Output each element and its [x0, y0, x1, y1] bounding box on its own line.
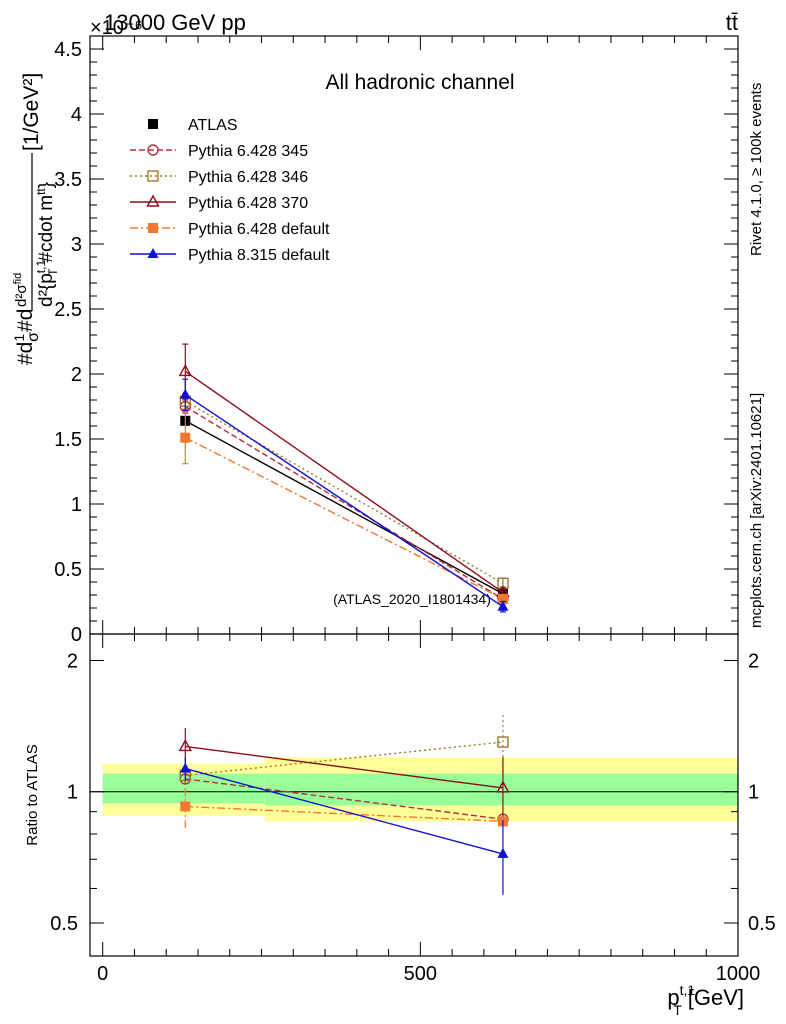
main-ytick-label: 3.5	[54, 169, 82, 191]
legend-marker	[146, 194, 160, 207]
series-line	[184, 405, 504, 600]
ratio-data-point	[179, 762, 191, 773]
series-line	[184, 400, 504, 584]
legend-marker	[148, 223, 158, 233]
ratio-xtick-label: 1000	[716, 963, 761, 985]
legend-item-pythia-6-428-370: Pythia 6.428 370	[130, 194, 308, 212]
main-plot-area: 0 0.5 1 1.5 2 2.5 3 3.5 4 4.5 All hadronic channel…	[54, 35, 739, 646]
ratio-data-point	[496, 780, 510, 793]
legend-label: Pythia 6.428 346	[188, 169, 308, 186]
legend-label: Pythia 8.315 default	[188, 247, 330, 264]
legend-label: Pythia 6.428 default	[188, 221, 330, 238]
ratio-data-point	[178, 739, 192, 752]
legend: ATLAS Pythia 6.428 345 Pythia 6.428 346 Pyt…	[130, 117, 330, 264]
uncertainty-band-green	[102, 773, 265, 804]
main-ytick-label: 2	[71, 364, 82, 386]
series-line	[184, 420, 504, 595]
rivet-version-text: Rivet 4.1.0, ≥ 100k events	[748, 83, 765, 256]
ratio-series-line	[185, 805, 503, 823]
data-point	[179, 388, 191, 399]
series-pythia-6-428-default	[180, 411, 508, 604]
ratio-ytick-label-right: 1	[748, 782, 759, 804]
legend-item-pythia-6-428-345: Pythia 6.428 345	[130, 143, 308, 160]
svg-text:d²σfid: d²σfid	[12, 273, 30, 307]
mcplots-reference-text: mcplots.cern.ch [arXiv:2401.10621]	[748, 393, 765, 628]
svg-text:#d1σ#d: #d1σ#d	[11, 309, 42, 365]
data-point	[180, 432, 191, 443]
legend-label: Pythia 6.428 370	[188, 195, 308, 212]
legend-item-pythia-8-315-default: Pythia 8.315 default	[130, 247, 330, 264]
legend-item-pythia-6-428-default: Pythia 6.428 default	[130, 221, 330, 238]
main-ylabel: #d1σ#d d²σfid d²{pt,1T#cdot mtt} [1/GeV²…	[11, 73, 60, 365]
series-pythia-6-428-370	[178, 343, 510, 599]
ratio-plot-area: 0.5 0.5 1 1 2 2 0 500 1000	[50, 633, 776, 985]
ratio-xtick-label: 0	[97, 963, 108, 985]
svg-text:d²{pt,1T#cdot mtt}: d²{pt,1T#cdot mtt}	[34, 182, 60, 307]
main-ytick-label: 3	[71, 234, 82, 256]
main-ytick-label: 2.5	[54, 299, 82, 321]
ratio-series-line	[185, 778, 504, 820]
header-energy: 13000 GeV pp	[104, 10, 246, 35]
series-atlas	[180, 415, 508, 599]
series-pythia-6-428-346	[179, 392, 509, 590]
ratio-series-line	[185, 745, 504, 789]
legend-marker	[147, 248, 159, 258]
ratio-data-point	[497, 736, 509, 748]
header-process: tt̄	[726, 10, 738, 35]
ratio-frame	[89, 633, 739, 957]
series-line	[184, 370, 504, 593]
main-title: All hadronic channel	[325, 71, 514, 94]
ratio-xtick-label: 500	[404, 963, 437, 985]
legend-item-atlas: ATLAS	[148, 117, 238, 134]
ratio-data-point	[180, 801, 191, 812]
legend-label: ATLAS	[188, 117, 238, 134]
header-exponent: ×10⁻⁶	[90, 17, 143, 39]
legend-marker	[147, 144, 159, 156]
series-pythia-8-315-default	[179, 378, 509, 613]
main-ytick-label: 1	[71, 494, 82, 516]
ratio-series-pythia-8-315-default	[179, 757, 509, 895]
ratio-ytick-label-right: 0.5	[748, 913, 776, 935]
main-ytick-label: 4	[71, 104, 82, 126]
ratio-data-point	[497, 847, 509, 858]
legend-item-pythia-6-428-346: Pythia 6.428 346	[130, 169, 308, 186]
legend-marker	[147, 170, 159, 182]
main-ytick-label: 0	[71, 624, 82, 646]
main-ytick-label: 0.5	[54, 559, 82, 581]
ratio-ytick-label-left: 1	[67, 782, 78, 804]
series-line	[184, 394, 504, 608]
ratio-xlabel: pt,1 T [GeV]	[667, 982, 744, 1018]
main-ytick-label: 1.5	[54, 429, 82, 451]
ratio-ytick-label-left: 0.5	[50, 913, 78, 935]
ratio-series-line	[185, 767, 504, 855]
analysis-watermark: (ATLAS_2020_I1801434)	[333, 591, 491, 607]
ratio-series-line	[185, 741, 504, 777]
main-ytick-label: 4.5	[54, 39, 82, 61]
ratio-ylabel: Ratio to ATLAS	[24, 744, 41, 845]
data-point	[497, 593, 508, 604]
uncertainty-band-green	[264, 773, 738, 806]
ratio-ytick-label-right: 2	[748, 650, 759, 672]
svg-text:[1/GeV²]: [1/GeV²]	[20, 73, 43, 151]
series-pythia-6-428-345	[179, 399, 509, 605]
legend-marker	[148, 119, 158, 129]
data-point	[178, 363, 192, 377]
series-line	[184, 437, 504, 600]
data-point	[497, 600, 509, 611]
ratio-ytick-label-left: 2	[67, 650, 78, 672]
legend-label: Pythia 6.428 345	[188, 143, 308, 160]
